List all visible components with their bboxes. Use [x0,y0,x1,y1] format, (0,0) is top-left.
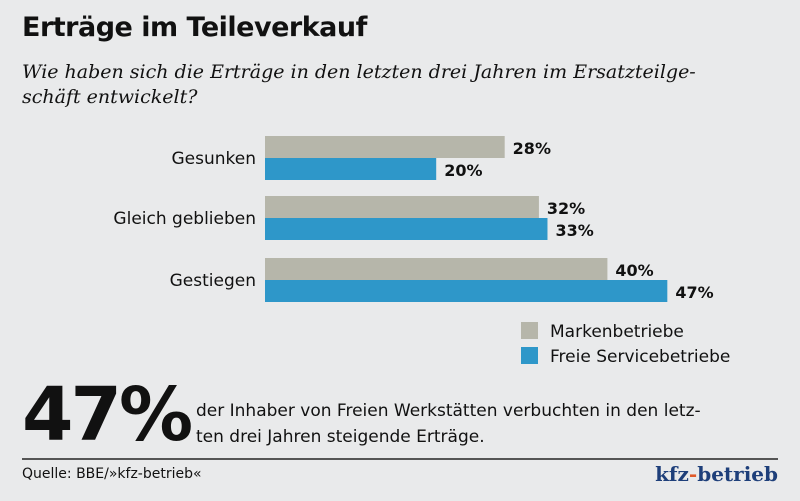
legend-label: Markenbetriebe [550,322,684,342]
highlight-line: ten drei Jahren steigende Erträge. [196,427,485,447]
bar-markenbetriebe [265,196,539,218]
highlight-text: der Inhaber von Freien Werkstätten verbu… [196,398,776,450]
bar-freie-servicebetriebe [265,280,668,302]
logo-betrieb: betrieb [697,462,778,486]
divider [22,458,778,460]
category-label: Gleich geblieben [113,209,256,229]
source-note: Quelle: BBE/»kfz-betrieb« [22,466,202,482]
legend-label: Freie Servicebetriebe [550,347,730,367]
highlight-value: 47% [22,372,193,458]
bar-markenbetriebe [265,136,505,158]
value-label: 32% [547,199,585,218]
legend-swatch [521,322,538,339]
category-label: Gestiegen [170,271,256,291]
logo-kfz: kfz [655,462,689,486]
legend-swatch [521,347,538,364]
value-label: 20% [444,161,482,180]
value-label: 33% [555,221,593,240]
value-label: 28% [513,139,551,158]
value-label: 47% [675,283,713,302]
subtitle-line: schäft entwickelt? [22,86,198,108]
highlight-line: der Inhaber von Freien Werkstätten verbu… [196,401,701,421]
category-label: Gesunken [171,149,256,169]
bar-chart: Gesunken 28% 20% Gleich geblieben 32% 33% Gest… [113,136,730,367]
bar-freie-servicebetriebe [265,158,437,180]
bar-markenbetriebe [265,258,608,280]
chart-subtitle: Wie haben sich die Erträge in den letzte… [22,60,762,110]
logo: kfz-betrieb [655,462,778,486]
bar-freie-servicebetriebe [265,218,548,240]
value-label: 40% [615,261,653,280]
subtitle-line: Wie haben sich die Erträge in den letzte… [22,61,696,83]
chart-title: Erträge im Teileverkauf [22,12,367,43]
